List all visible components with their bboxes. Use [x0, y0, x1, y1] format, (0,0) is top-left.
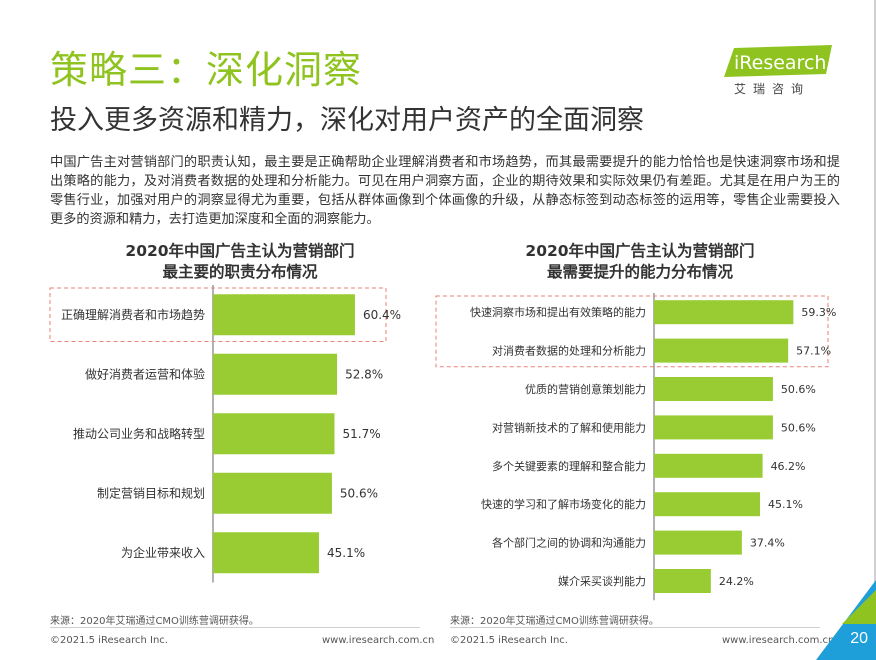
- right-chart-value-label: 45.1%: [768, 498, 803, 511]
- right-bar-chart: 快速洞察市场和提出有效策略的能力 59.3% 对消费者数据的处理和分析能力 57.1%…: [435, 293, 836, 601]
- left-chart-value-label: 51.7%: [342, 427, 380, 441]
- right-chart-highlight-box: [435, 295, 829, 368]
- left-chart-value-label: 50.6%: [340, 486, 378, 500]
- left-chart-bar: [213, 472, 332, 514]
- left-source-note: 来源：2020年艾瑞通过CMO训练营调研获得。: [50, 616, 259, 627]
- left-chart-category-label: 为企业带来收入: [121, 545, 205, 560]
- right-chart-category-label: 快速的学习和了解市场变化的能力: [481, 497, 646, 511]
- left-chart-value-label: 52.8%: [345, 367, 383, 381]
- right-chart-bar: [654, 492, 760, 517]
- right-chart-bar: [654, 377, 773, 401]
- left-chart-category-label: 做好消费者运营和体验: [85, 366, 205, 381]
- logo-cn: 艾瑞咨询: [734, 82, 811, 96]
- right-chart-value-label: 59.3%: [801, 306, 836, 319]
- left-chart-bar: [213, 294, 355, 336]
- right-chart-bar: [654, 453, 763, 478]
- page-edge: [874, 0, 876, 660]
- left-chart-value-label: 45.1%: [327, 546, 365, 560]
- page-title: 策略三：深化洞察: [50, 48, 363, 92]
- left-bar-chart: 正确理解消费者和市场趋势 60.4% 做好消费者运营和体验 52.8% 推动公司业务和战…: [49, 285, 401, 583]
- logo-brand: iResearch: [734, 52, 826, 74]
- left-website-url[interactable]: www.iresearch.com.cn: [322, 635, 435, 646]
- left-chart-bar: [213, 413, 335, 455]
- right-chart-value-label: 46.2%: [771, 460, 806, 473]
- left-chart-highlight-box: [49, 287, 387, 342]
- right-chart-category-label: 多个关键要素的理解和整合能力: [492, 459, 646, 473]
- right-chart-category-label: 优质的营销创意策划能力: [525, 382, 646, 396]
- right-chart-category-label: 各个部门之间的协调和沟通能力: [492, 536, 646, 550]
- left-chart-category-label: 正确理解消费者和市场趋势: [61, 307, 205, 322]
- right-chart-bar: [654, 415, 773, 440]
- right-chart-bar: [654, 300, 794, 325]
- right-chart-value-label: 24.2%: [719, 575, 754, 588]
- left-chart-bar: [213, 353, 338, 395]
- left-footer-divider: [50, 627, 420, 628]
- left-chart-category-label: 制定营销目标和规划: [97, 485, 205, 500]
- right-chart-category-label: 对消费者数据的处理和分析能力: [492, 344, 646, 358]
- corner-decoration: [816, 580, 876, 660]
- right-chart-title: 2020年中国广告主认为营销部门 最需要提升的能力分布情况: [525, 242, 755, 281]
- intro-paragraph: 中国广告主对营销部门的职责认知，最主要是正确帮助企业理解消费者和市场趋势，而其最…: [50, 155, 840, 227]
- right-chart-bar: [654, 569, 711, 593]
- page-number: 20: [850, 630, 868, 647]
- logo-mark-icon: iResearch: [724, 45, 832, 77]
- right-chart-value-label: 37.4%: [750, 537, 785, 550]
- right-footer-divider: [450, 627, 820, 628]
- left-chart-value-label: 60.4%: [363, 308, 401, 322]
- right-chart-value-label: 50.6%: [781, 383, 816, 396]
- left-chart-category-label: 推动公司业务和战略转型: [73, 426, 205, 441]
- right-chart-value-label: 57.1%: [796, 345, 831, 358]
- right-chart-bar: [654, 530, 742, 555]
- right-chart-category-label: 对营销新技术的了解和使用能力: [492, 420, 646, 434]
- iresearch-logo: iResearch 艾瑞咨询: [720, 44, 836, 100]
- left-chart-bar: [213, 532, 319, 574]
- left-chart-title: 2020年中国广告主认为营销部门 最主要的职责分布情况: [125, 242, 355, 281]
- right-chart-category-label: 媒介采买谈判能力: [558, 574, 646, 588]
- right-copyright: ©2021.5 iResearch Inc.: [450, 635, 568, 646]
- right-chart-category-label: 快速洞察市场和提出有效策略的能力: [470, 305, 646, 319]
- right-website-url[interactable]: www.iresearch.com.cn: [722, 635, 835, 646]
- left-copyright: ©2021.5 iResearch Inc.: [50, 635, 168, 646]
- page-subtitle: 投入更多资源和精力，深化对用户资产的全面洞察: [50, 105, 644, 136]
- right-chart-bar: [654, 338, 789, 363]
- right-source-note: 来源：2020年艾瑞通过CMO训练营调研获得。: [450, 616, 659, 627]
- right-chart-value-label: 50.6%: [781, 421, 816, 434]
